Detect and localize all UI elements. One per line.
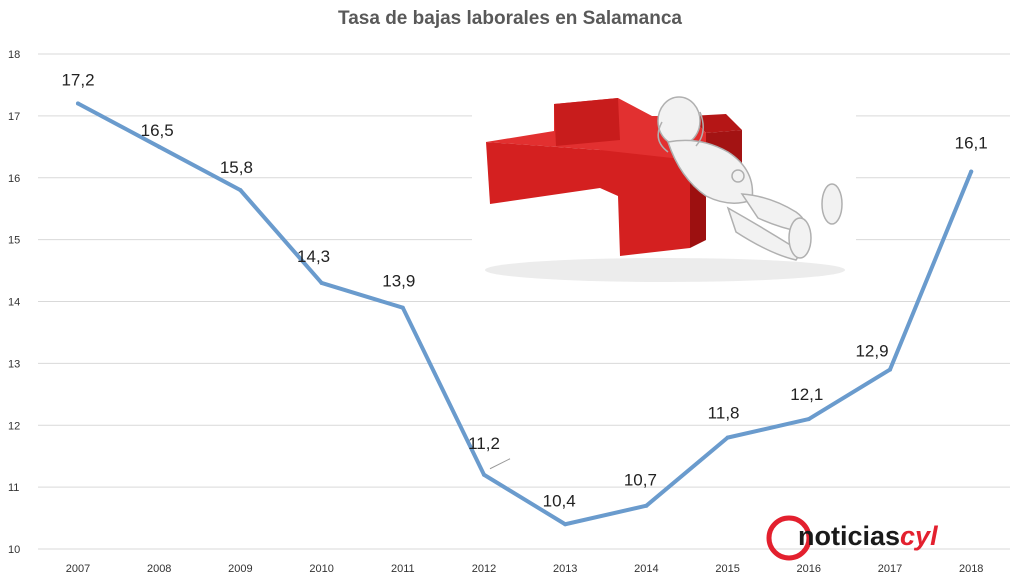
y-tick-label: 10 (8, 544, 20, 556)
y-tick-label: 16 (8, 173, 20, 185)
x-tick-label: 2016 (797, 563, 821, 575)
data-point (76, 101, 80, 106)
data-label: 14,3 (297, 247, 330, 266)
data-label: 15,8 (220, 158, 253, 177)
x-tick-label: 2009 (228, 563, 252, 575)
y-tick-label: 17 (8, 111, 20, 123)
data-label: 16,1 (955, 134, 988, 153)
x-tick-label: 2012 (472, 563, 496, 575)
data-label: 13,9 (382, 272, 415, 291)
y-tick-label: 14 (8, 297, 20, 309)
x-axis-ticks: 2007 2008 2009 2010 2011 2012 2013 2014 2015 2016… (66, 563, 984, 575)
x-tick-label: 2008 (147, 563, 171, 575)
label-leader-line (489, 458, 511, 470)
data-label: 10,7 (624, 471, 657, 490)
data-labels: 17,2 16,5 15,8 14,3 13,9 11,2 10,4 10,7 11,8 12,1… (61, 71, 987, 511)
x-tick-label: 2017 (878, 563, 902, 575)
data-label: 12,9 (855, 342, 888, 361)
data-point (806, 417, 811, 422)
data-point (482, 472, 486, 477)
chart-title: Tasa de bajas laborales en Salamanca (338, 8, 682, 29)
y-tick-label: 18 (8, 49, 20, 61)
brand-suffix: cyl (900, 521, 938, 551)
x-tick-label: 2011 (391, 563, 415, 575)
x-tick-label: 2014 (634, 563, 658, 575)
noticiascyl-logo: noticiascyl (766, 515, 938, 561)
y-axis-ticks: 10 11 12 13 14 15 16 17 18 (8, 49, 20, 556)
data-point (969, 169, 974, 174)
data-point (725, 435, 730, 440)
data-point (644, 503, 649, 508)
data-label: 16,5 (141, 121, 174, 140)
x-tick-label: 2018 (959, 563, 983, 575)
red-cross-illustration (472, 88, 856, 288)
data-point (563, 522, 568, 527)
x-tick-label: 2010 (309, 563, 333, 575)
data-point (888, 367, 892, 372)
data-point (400, 305, 405, 310)
x-tick-label: 2007 (66, 563, 90, 575)
y-tick-label: 12 (8, 420, 20, 432)
data-point (319, 280, 324, 285)
data-label: 11,8 (708, 404, 740, 423)
data-points (76, 101, 974, 527)
data-point (238, 188, 243, 193)
resting-figure-icon (657, 96, 843, 261)
data-point (157, 144, 162, 149)
brand-prefix: noticias (798, 521, 900, 551)
x-tick-label: 2015 (715, 563, 739, 575)
x-tick-label: 2013 (553, 563, 577, 575)
data-label: 12,1 (790, 385, 823, 404)
y-tick-label: 15 (8, 235, 20, 247)
svg-text:noticiascyl: noticiascyl (798, 521, 938, 551)
data-label: 17,2 (61, 71, 94, 90)
y-tick-label: 11 (8, 482, 19, 494)
series-line (76, 101, 974, 527)
data-label: 11,2 (468, 434, 500, 453)
data-label: 10,4 (543, 491, 576, 510)
y-tick-label: 13 (8, 358, 20, 370)
